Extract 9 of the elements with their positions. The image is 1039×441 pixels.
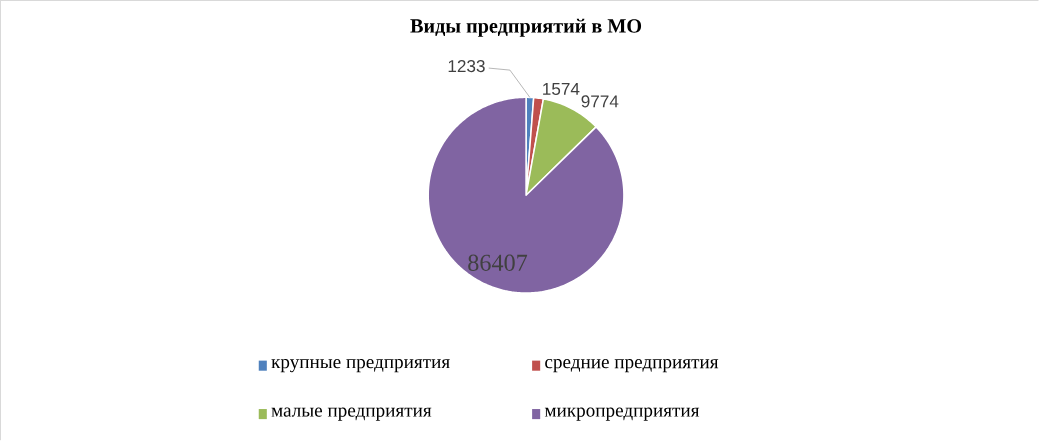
- legend-label: микропредприятия: [544, 407, 700, 421]
- data-label: 1574: [543, 83, 580, 96]
- chart-title: Виды предприятий в МО: [410, 18, 642, 37]
- legend-label: малые предприятия: [271, 407, 432, 421]
- legend-label: крупные предприятия: [271, 359, 450, 373]
- data-label: 9774: [581, 95, 619, 108]
- data-label: 1233: [448, 60, 485, 73]
- legend-label: средние предприятия: [545, 359, 719, 373]
- data-label: 86407: [468, 254, 528, 272]
